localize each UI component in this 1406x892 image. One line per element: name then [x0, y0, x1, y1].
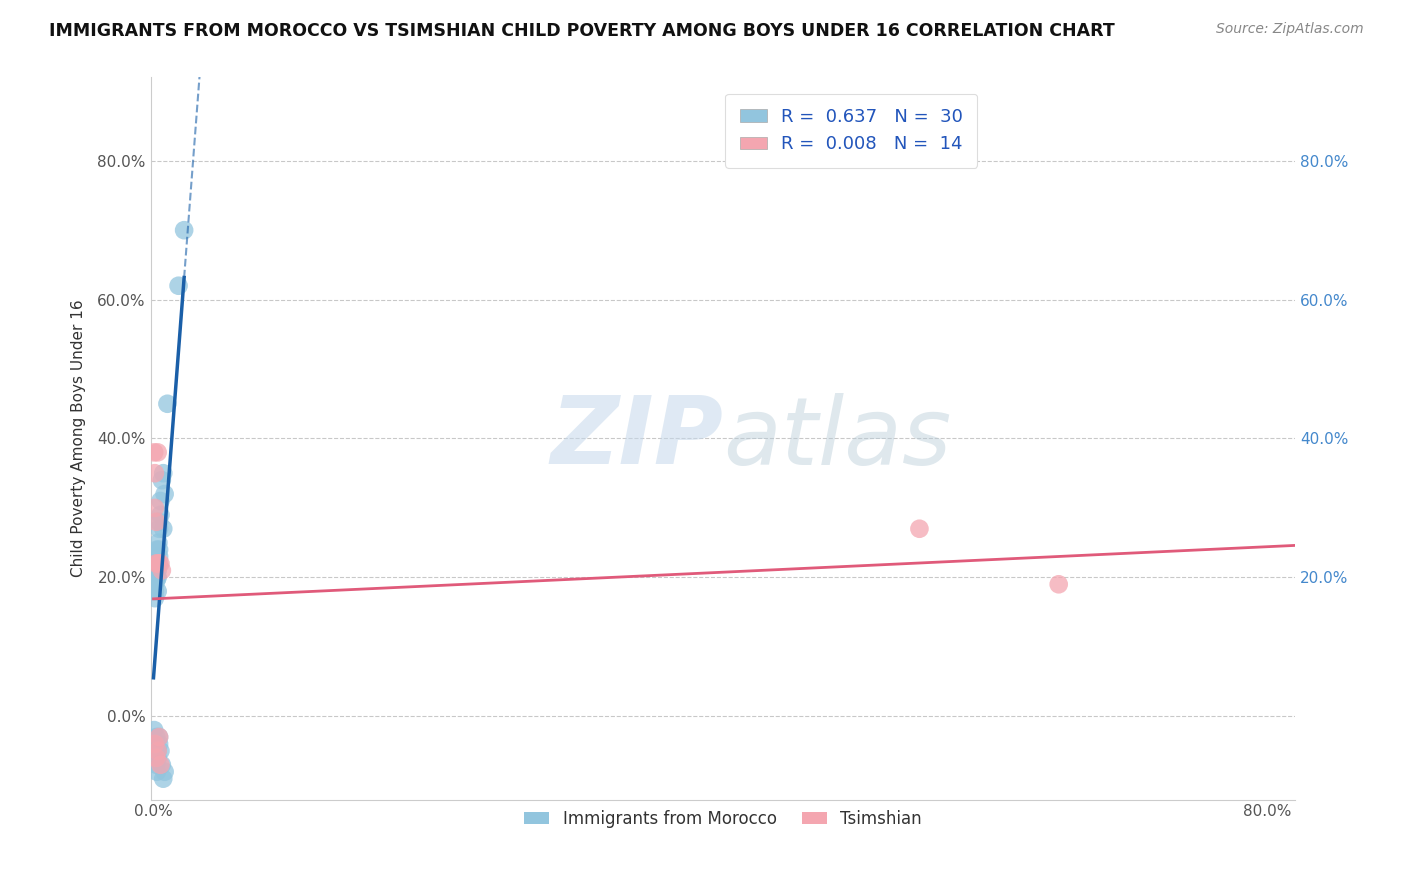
Point — [143, 584, 166, 599]
Point — [148, 535, 170, 549]
Text: atlas: atlas — [723, 393, 952, 484]
Point — [145, 730, 167, 744]
Point — [167, 278, 190, 293]
Point — [146, 744, 169, 758]
Point — [153, 764, 176, 779]
Point — [152, 466, 174, 480]
Legend: Immigrants from Morocco, Tsimshian: Immigrants from Morocco, Tsimshian — [517, 803, 928, 835]
Point — [145, 515, 167, 529]
Point — [152, 772, 174, 786]
Point — [146, 584, 169, 599]
Point — [146, 744, 169, 758]
Point — [152, 522, 174, 536]
Point — [148, 737, 170, 751]
Point — [148, 515, 170, 529]
Point — [148, 730, 170, 744]
Point — [145, 557, 167, 571]
Point — [149, 757, 172, 772]
Point — [145, 574, 167, 588]
Point — [145, 557, 167, 571]
Point — [1047, 577, 1070, 591]
Point — [149, 494, 172, 508]
Point — [143, 445, 166, 459]
Point — [148, 549, 170, 564]
Point — [146, 445, 169, 459]
Y-axis label: Child Poverty Among Boys Under 16: Child Poverty Among Boys Under 16 — [72, 300, 86, 577]
Point — [146, 751, 169, 765]
Text: Source: ZipAtlas.com: Source: ZipAtlas.com — [1216, 22, 1364, 37]
Point — [143, 737, 166, 751]
Point — [145, 557, 167, 571]
Point — [156, 397, 179, 411]
Point — [149, 508, 172, 522]
Point — [145, 570, 167, 584]
Point — [143, 591, 166, 606]
Point — [148, 522, 170, 536]
Point — [143, 500, 166, 515]
Point — [143, 737, 166, 751]
Point — [143, 563, 166, 577]
Point — [145, 757, 167, 772]
Point — [146, 570, 169, 584]
Point — [143, 723, 166, 737]
Point — [145, 744, 167, 758]
Point — [153, 487, 176, 501]
Point — [150, 473, 173, 487]
Point — [148, 542, 170, 557]
Text: IMMIGRANTS FROM MOROCCO VS TSIMSHIAN CHILD POVERTY AMONG BOYS UNDER 16 CORRELATI: IMMIGRANTS FROM MOROCCO VS TSIMSHIAN CHI… — [49, 22, 1115, 40]
Point — [146, 563, 169, 577]
Point — [148, 730, 170, 744]
Point — [146, 557, 169, 571]
Point — [143, 577, 166, 591]
Point — [173, 223, 195, 237]
Point — [146, 542, 169, 557]
Point — [148, 557, 170, 571]
Point — [145, 560, 167, 574]
Point — [143, 557, 166, 571]
Point — [149, 557, 172, 571]
Point — [149, 744, 172, 758]
Point — [150, 757, 173, 772]
Point — [145, 751, 167, 765]
Point — [143, 570, 166, 584]
Point — [908, 522, 931, 536]
Point — [143, 466, 166, 480]
Point — [143, 751, 166, 765]
Point — [145, 570, 167, 584]
Text: ZIP: ZIP — [550, 392, 723, 484]
Point — [150, 563, 173, 577]
Point — [146, 764, 169, 779]
